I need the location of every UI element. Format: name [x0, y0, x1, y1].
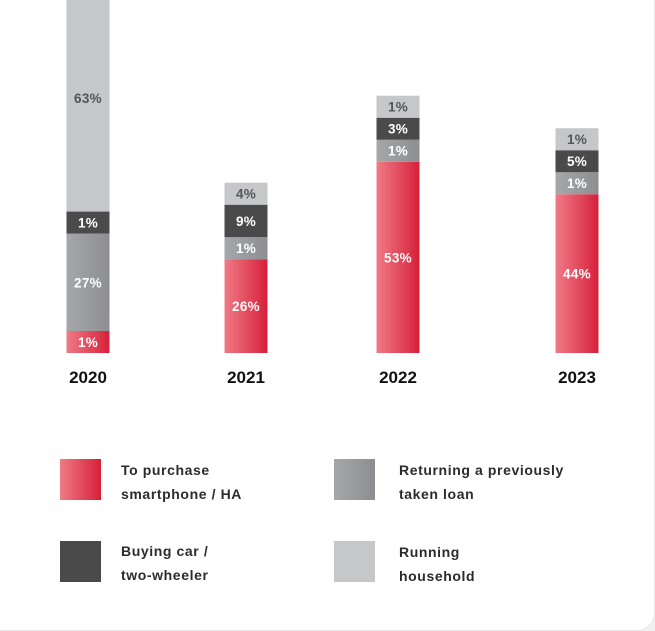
bar-segment-household-2020: [66, 0, 110, 212]
stacked-bar-chart: 1% 27% 1% 63% 26% 1% 9% 4% 53% 1% 3% 1% 44% 1% 5% 1% 20…: [66, 0, 599, 387]
bar-segment-smartphone-2021: [224, 259, 268, 353]
bar-segment-smartphone-2022: [376, 161, 420, 353]
x-tick-label-2022: 2022: [379, 368, 417, 387]
data-label-household-2023: 1%: [567, 132, 587, 147]
legend-label-car: Buying car / two-wheeler: [121, 543, 209, 583]
data-label-car-2022: 3%: [388, 122, 408, 137]
bar-segment-household-2023: [555, 128, 599, 151]
legend-swatch-car: [60, 541, 101, 582]
x-tick-label-2020: 2020: [69, 368, 107, 387]
legend-swatch-household: [334, 541, 375, 582]
bar-segment-car-2022: [376, 117, 420, 140]
legend-label-household: Running household: [399, 544, 476, 584]
data-label-loan-2023: 1%: [567, 176, 587, 191]
bar-segment-household-2022: [376, 95, 420, 118]
legend-swatch-loan: [334, 459, 375, 500]
data-label-loan-2020: 27%: [74, 275, 102, 290]
legend-label-loan: Returning a previously taken loan: [399, 462, 564, 502]
legend-label-smartphone: To purchase smartphone / HA: [121, 462, 243, 502]
data-label-car-2023: 5%: [567, 154, 587, 169]
data-label-loan-2022: 1%: [388, 144, 408, 159]
bar-segment-smartphone-2023: [555, 194, 599, 353]
data-label-car-2020: 1%: [78, 216, 98, 231]
bar-segment-household-2021: [224, 182, 268, 205]
data-label-loan-2021: 1%: [236, 241, 256, 256]
data-label-smartphone-2021: 26%: [232, 299, 260, 314]
legend-swatch-smartphone: [60, 459, 101, 500]
bar-segment-car-2023: [555, 150, 599, 173]
bar-segment-loan-2023: [555, 172, 599, 195]
x-tick-label-2023: 2023: [558, 368, 596, 387]
bar-segment-smartphone-2020: [66, 331, 110, 353]
bar-segment-car-2020: [66, 211, 110, 234]
data-label-household-2020: 63%: [74, 91, 102, 106]
data-label-household-2021: 4%: [236, 187, 256, 202]
bar-segment-car-2021: [224, 204, 268, 238]
data-label-smartphone-2022: 53%: [384, 250, 412, 265]
data-label-car-2021: 9%: [236, 214, 256, 229]
x-tick-label-2021: 2021: [227, 368, 265, 387]
data-label-smartphone-2020: 1%: [78, 335, 98, 350]
bar-segment-loan-2021: [224, 237, 268, 260]
data-label-smartphone-2023: 44%: [563, 267, 591, 282]
bar-segment-loan-2020: [66, 233, 110, 331]
bar-segment-loan-2022: [376, 139, 420, 162]
data-label-household-2022: 1%: [388, 100, 408, 115]
